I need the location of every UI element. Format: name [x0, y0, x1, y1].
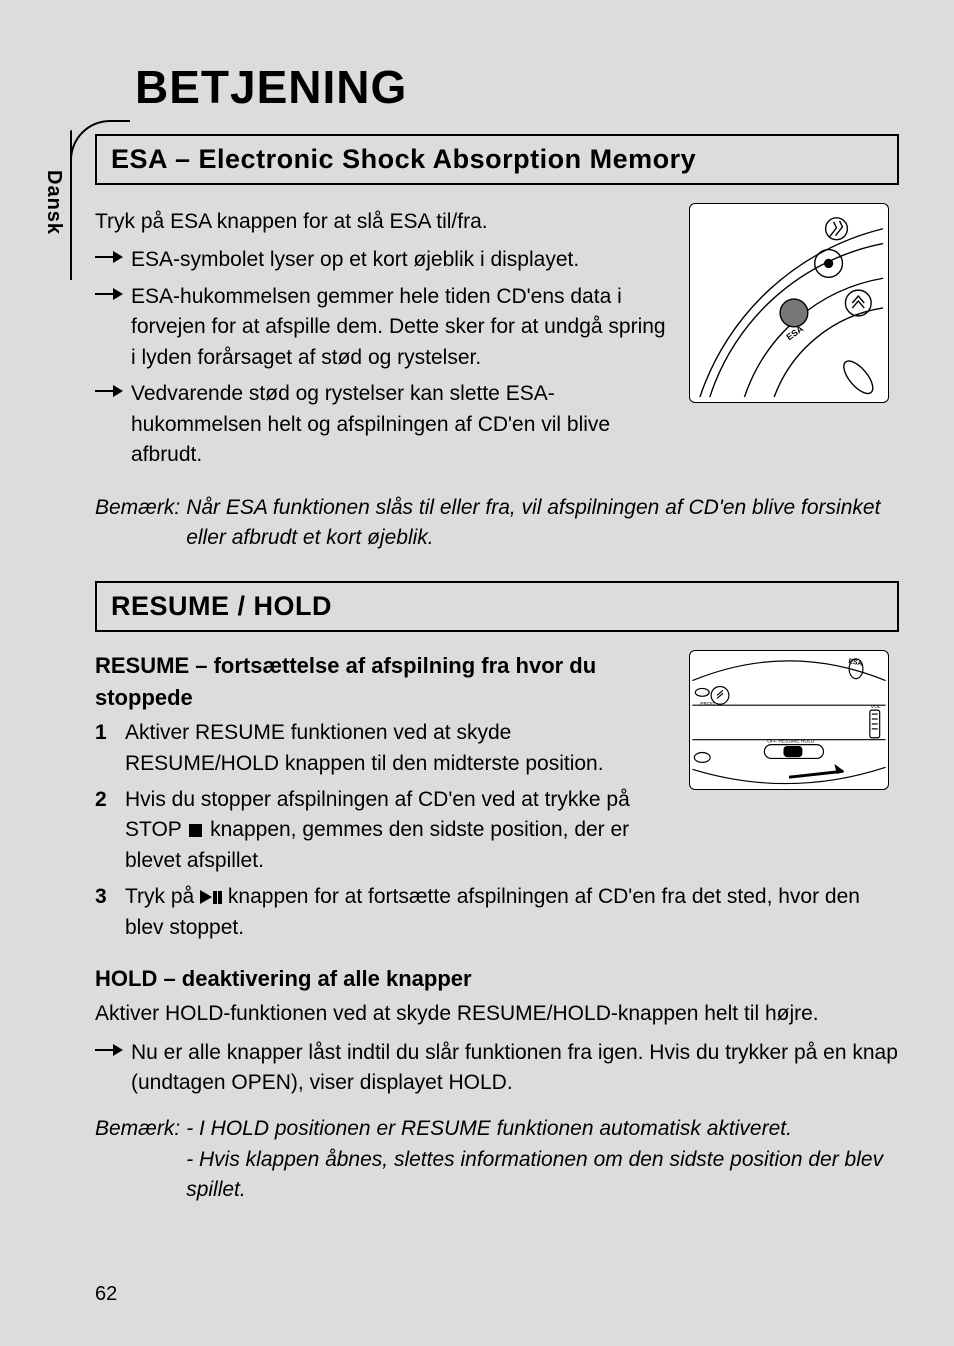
step-text: Tryk på knappen for at fortsætte afspiln… — [125, 885, 860, 938]
esa-intro: Tryk på ESA knappen for at slå ESA til/f… — [95, 207, 671, 237]
esa-text: Tryk på ESA knappen for at slå ESA til/f… — [95, 203, 689, 477]
hold-bullet: Nu er alle knapper låst indtil du slår f… — [95, 1038, 899, 1099]
note-text: Når ESA funktionen slås til eller fra, v… — [186, 493, 899, 554]
svg-text:PROG: PROG — [700, 702, 715, 708]
note-label: Bemærk: — [95, 493, 186, 554]
page-number: 62 — [95, 1283, 117, 1306]
play-icon — [200, 890, 212, 904]
esa-bullets: ESA-symbolet lyser op et kort øjeblik i … — [95, 245, 671, 470]
esa-bullet: ESA-hukommelsen gemmer hele tiden CD'ens… — [95, 282, 671, 373]
resume-step: 3 Tryk på knappen for at fortsætte afspi… — [95, 882, 899, 943]
resume-subhead: RESUME – fortsættelse af afspilning fra … — [95, 650, 671, 714]
svg-text:VOL: VOL — [871, 705, 881, 711]
esa-illustration-box: ESA — [689, 203, 899, 403]
esa-block: Tryk på ESA knappen for at slå ESA til/f… — [95, 203, 899, 477]
resume-illustration: ESA PROG OFF RESUME HOLD VOL — [689, 650, 889, 790]
section-heading-resume: RESUME / HOLD — [95, 581, 899, 632]
stop-icon — [189, 824, 202, 837]
esa-label: ESA — [784, 323, 805, 342]
hold-intro: Aktiver HOLD-funktionen ved at skyde RES… — [95, 999, 899, 1029]
esa-illustration: ESA — [689, 203, 889, 403]
resume-step: 2 Hvis du stopper afspilningen af CD'en … — [95, 785, 671, 876]
tab-rule — [70, 130, 72, 280]
step-number: 2 — [95, 785, 107, 815]
svg-text:OFF RESUME HOLD: OFF RESUME HOLD — [767, 739, 815, 745]
hold-note: Bemærk: - I HOLD positionen er RESUME fu… — [95, 1114, 899, 1205]
step-number: 1 — [95, 718, 107, 748]
esa-bullet: ESA-symbolet lyser op et kort øjeblik i … — [95, 245, 671, 275]
tab-curve — [70, 120, 130, 160]
resume-illustration-box: ESA PROG OFF RESUME HOLD VOL — [689, 650, 899, 790]
esa-bullet: Vedvarende stød og rystelser kan slette … — [95, 379, 671, 470]
step-text: Aktiver RESUME funktionen ved at skyde R… — [125, 721, 604, 774]
hold-subhead: HOLD – deaktivering af alle knapper — [95, 963, 899, 995]
pause-icon — [213, 891, 217, 904]
resume-steps: 1 Aktiver RESUME funktionen ved at skyde… — [95, 718, 671, 876]
step-number: 3 — [95, 882, 107, 912]
section-heading-esa: ESA – Electronic Shock Absorption Memory — [95, 134, 899, 185]
step-text: Hvis du stopper afspilningen af CD'en ve… — [125, 788, 630, 872]
manual-page: Dansk BETJENING ESA – Electronic Shock A… — [0, 0, 954, 1346]
language-tab: Dansk — [42, 170, 65, 235]
note-text: - I HOLD positionen er RESUME funktionen… — [186, 1114, 899, 1205]
page-title: BETJENING — [135, 60, 899, 114]
svg-text:ESA: ESA — [848, 658, 863, 668]
resume-step: 1 Aktiver RESUME funktionen ved at skyde… — [95, 718, 671, 779]
resume-steps-cont: 3 Tryk på knappen for at fortsætte afspi… — [95, 882, 899, 943]
esa-note: Bemærk: Når ESA funktionen slås til elle… — [95, 493, 899, 554]
resume-block: RESUME – fortsættelse af afspilning fra … — [95, 650, 899, 1205]
note-label: Bemærk: — [95, 1114, 186, 1205]
hold-bullets: Nu er alle knapper låst indtil du slår f… — [95, 1038, 899, 1099]
